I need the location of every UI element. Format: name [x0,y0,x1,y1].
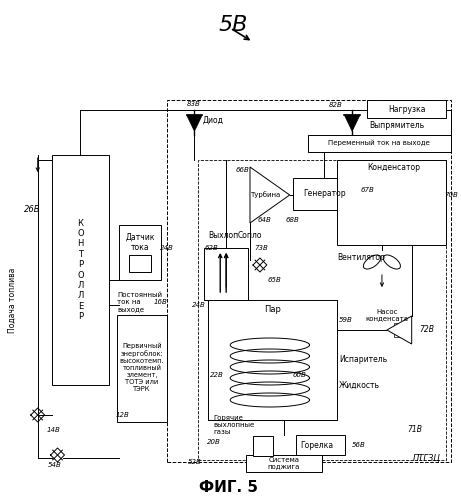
Text: ФИГ. 5: ФИГ. 5 [199,480,258,496]
Text: Горячие
выхлопные
газы: Горячие выхлопные газы [213,415,254,435]
Text: Турбина: Турбина [250,192,280,198]
Text: Датчик
тока: Датчик тока [125,232,154,252]
Bar [117,315,167,422]
Text: Выхлоп: Выхлоп [208,230,239,239]
Text: 82В: 82В [328,102,342,108]
Bar [246,455,322,472]
Text: 64В: 64В [258,217,272,223]
Text: 72В: 72В [419,326,434,334]
Text: 67В: 67В [360,187,374,193]
Bar [167,100,451,462]
Polygon shape [344,115,360,131]
Text: 66В: 66В [235,167,249,173]
Text: К
О
Н
Т
Р
О
Л
Л
Е
Р: К О Н Т Р О Л Л Е Р [77,218,83,322]
Bar [198,160,446,460]
Text: Система
поджига: Система поджига [267,456,300,469]
Text: ПТГЗЦ: ПТГЗЦ [413,454,441,462]
Text: Первичный
энергоблок:
высокотемп.
топливный
элемент,
ТОТЭ или
ТЭРК: Первичный энергоблок: высокотемп. топлив… [119,342,164,392]
Text: Жидкость: Жидкость [339,380,380,390]
Text: Конденсатор: Конденсатор [367,164,420,172]
Text: 68В: 68В [286,217,300,223]
Bar [293,178,357,210]
Text: 56В: 56В [352,442,366,448]
Text: Насос
конденсата: Насос конденсата [366,308,408,322]
Bar [296,435,345,455]
Text: 24В: 24В [191,302,205,308]
Text: Пар: Пар [264,306,281,314]
Text: Вентилятор: Вентилятор [337,254,385,262]
Ellipse shape [363,255,381,269]
Ellipse shape [383,255,401,269]
Text: 54В: 54В [47,462,61,468]
Text: Испаритель: Испаритель [339,356,387,364]
Text: 14В: 14В [47,427,60,433]
Bar [129,255,151,272]
Text: 70В: 70В [444,192,458,198]
Text: 73В: 73В [254,245,268,251]
Text: 5В: 5В [218,15,248,35]
Text: 16В: 16В [154,299,168,305]
Text: 22В: 22В [210,372,224,378]
Bar [394,323,405,337]
Text: Сопло: Сопло [238,230,263,239]
Polygon shape [187,115,202,131]
Text: 62В: 62В [204,245,218,251]
Polygon shape [387,316,412,344]
Bar [208,300,337,420]
Text: Диод: Диод [203,116,224,124]
Bar [52,155,109,385]
Text: Выпрямитель: Выпрямитель [369,120,425,130]
Bar [337,160,446,245]
Text: 12В: 12В [116,412,130,418]
Bar [367,100,446,118]
Text: Подача топлива: Подача топлива [7,268,17,332]
Text: 60В: 60В [293,372,307,378]
Bar [253,436,273,456]
Text: 59В: 59В [339,317,353,323]
Text: Переменный ток на выходе: Переменный ток на выходе [328,140,430,146]
Text: 24В: 24В [160,245,173,251]
Polygon shape [250,167,290,223]
Text: Горелка: Горелка [301,440,334,450]
Bar [119,225,161,280]
Bar [307,135,451,152]
Text: Генератор: Генератор [303,190,346,198]
Text: Постоянный
ток на
выходе: Постоянный ток на выходе [117,292,162,312]
Text: 65В: 65В [268,277,282,283]
Bar [204,248,248,300]
Text: 20В: 20В [207,439,221,445]
Text: 52В: 52В [188,459,201,465]
Text: 83В: 83В [187,101,201,107]
Text: 71В: 71В [407,426,422,434]
Text: Нагрузка: Нагрузка [388,104,426,114]
Text: 26В: 26В [24,206,40,214]
